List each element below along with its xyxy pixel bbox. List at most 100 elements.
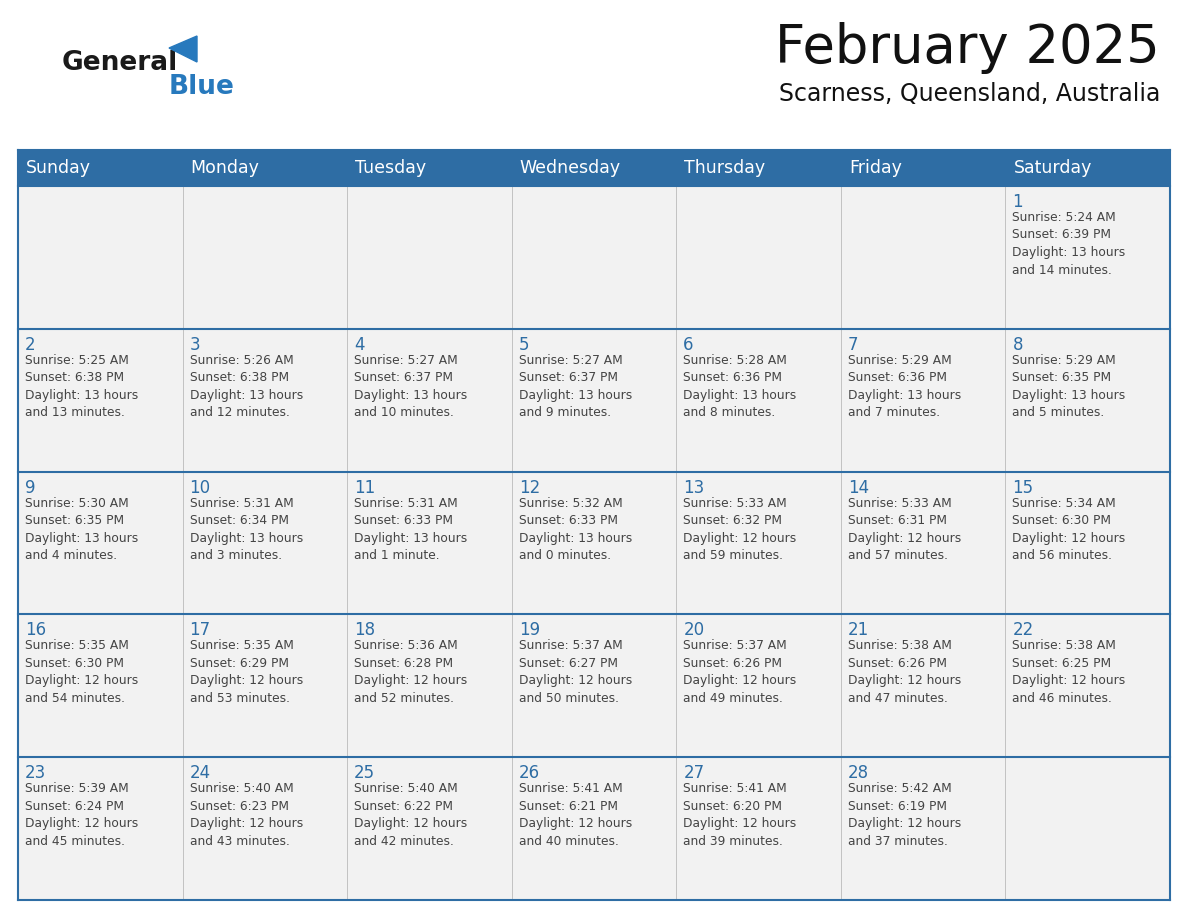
Text: Blue: Blue [169, 74, 235, 100]
Text: 4: 4 [354, 336, 365, 353]
Bar [347, 614, 512, 757]
Text: Sunrise: 5:37 AM
Sunset: 6:27 PM
Daylight: 12 hours
and 50 minutes.: Sunrise: 5:37 AM Sunset: 6:27 PM Dayligh… [519, 640, 632, 705]
Bar [18, 329, 183, 472]
Text: Sunrise: 5:37 AM
Sunset: 6:26 PM
Daylight: 12 hours
and 49 minutes.: Sunrise: 5:37 AM Sunset: 6:26 PM Dayligh… [683, 640, 796, 705]
Text: 17: 17 [190, 621, 210, 640]
Text: Sunrise: 5:36 AM
Sunset: 6:28 PM
Daylight: 12 hours
and 52 minutes.: Sunrise: 5:36 AM Sunset: 6:28 PM Dayligh… [354, 640, 467, 705]
Text: 19: 19 [519, 621, 539, 640]
Text: Sunrise: 5:25 AM
Sunset: 6:38 PM
Daylight: 13 hours
and 13 minutes.: Sunrise: 5:25 AM Sunset: 6:38 PM Dayligh… [25, 353, 138, 420]
Text: Sunrise: 5:31 AM
Sunset: 6:34 PM
Daylight: 13 hours
and 3 minutes.: Sunrise: 5:31 AM Sunset: 6:34 PM Dayligh… [190, 497, 303, 562]
Text: 28: 28 [848, 764, 868, 782]
Text: Sunrise: 5:40 AM
Sunset: 6:22 PM
Daylight: 12 hours
and 42 minutes.: Sunrise: 5:40 AM Sunset: 6:22 PM Dayligh… [354, 782, 467, 847]
Text: 3: 3 [190, 336, 201, 353]
Bar [18, 472, 183, 614]
Text: Sunrise: 5:35 AM
Sunset: 6:30 PM
Daylight: 12 hours
and 54 minutes.: Sunrise: 5:35 AM Sunset: 6:30 PM Dayligh… [25, 640, 138, 705]
Bar [347, 329, 512, 472]
Text: Sunrise: 5:35 AM
Sunset: 6:29 PM
Daylight: 12 hours
and 53 minutes.: Sunrise: 5:35 AM Sunset: 6:29 PM Dayligh… [190, 640, 303, 705]
Bar [841, 614, 1005, 757]
Text: Sunrise: 5:27 AM
Sunset: 6:37 PM
Daylight: 13 hours
and 9 minutes.: Sunrise: 5:27 AM Sunset: 6:37 PM Dayligh… [519, 353, 632, 420]
Bar [841, 329, 1005, 472]
Text: Sunrise: 5:29 AM
Sunset: 6:35 PM
Daylight: 13 hours
and 5 minutes.: Sunrise: 5:29 AM Sunset: 6:35 PM Dayligh… [1012, 353, 1126, 420]
Bar [183, 186, 347, 329]
Text: Sunrise: 5:32 AM
Sunset: 6:33 PM
Daylight: 13 hours
and 0 minutes.: Sunrise: 5:32 AM Sunset: 6:33 PM Dayligh… [519, 497, 632, 562]
Bar [1005, 472, 1170, 614]
Text: 5: 5 [519, 336, 529, 353]
Text: 23: 23 [25, 764, 46, 782]
Text: 26: 26 [519, 764, 539, 782]
Text: 24: 24 [190, 764, 210, 782]
Bar [18, 757, 183, 900]
Text: Saturday: Saturday [1013, 159, 1092, 177]
Text: 2: 2 [25, 336, 36, 353]
Bar [1005, 186, 1170, 329]
Text: Sunrise: 5:30 AM
Sunset: 6:35 PM
Daylight: 13 hours
and 4 minutes.: Sunrise: 5:30 AM Sunset: 6:35 PM Dayligh… [25, 497, 138, 562]
Bar [183, 472, 347, 614]
Text: 20: 20 [683, 621, 704, 640]
Bar [18, 186, 183, 329]
Text: Sunrise: 5:41 AM
Sunset: 6:20 PM
Daylight: 12 hours
and 39 minutes.: Sunrise: 5:41 AM Sunset: 6:20 PM Dayligh… [683, 782, 796, 847]
Bar [676, 472, 841, 614]
Text: Sunrise: 5:24 AM
Sunset: 6:39 PM
Daylight: 13 hours
and 14 minutes.: Sunrise: 5:24 AM Sunset: 6:39 PM Dayligh… [1012, 211, 1126, 276]
Text: Sunrise: 5:33 AM
Sunset: 6:32 PM
Daylight: 12 hours
and 59 minutes.: Sunrise: 5:33 AM Sunset: 6:32 PM Dayligh… [683, 497, 796, 562]
Text: Sunrise: 5:41 AM
Sunset: 6:21 PM
Daylight: 12 hours
and 40 minutes.: Sunrise: 5:41 AM Sunset: 6:21 PM Dayligh… [519, 782, 632, 847]
Text: Sunrise: 5:27 AM
Sunset: 6:37 PM
Daylight: 13 hours
and 10 minutes.: Sunrise: 5:27 AM Sunset: 6:37 PM Dayligh… [354, 353, 467, 420]
Bar [512, 186, 676, 329]
Text: 21: 21 [848, 621, 870, 640]
Text: Tuesday: Tuesday [355, 159, 426, 177]
Bar [18, 150, 1170, 186]
Bar [347, 472, 512, 614]
Text: 10: 10 [190, 478, 210, 497]
Text: 16: 16 [25, 621, 46, 640]
Bar [347, 757, 512, 900]
Bar [841, 186, 1005, 329]
Bar [512, 472, 676, 614]
Text: 1: 1 [1012, 193, 1023, 211]
Text: Sunrise: 5:26 AM
Sunset: 6:38 PM
Daylight: 13 hours
and 12 minutes.: Sunrise: 5:26 AM Sunset: 6:38 PM Dayligh… [190, 353, 303, 420]
Bar [841, 472, 1005, 614]
Text: Thursday: Thursday [684, 159, 765, 177]
Text: 18: 18 [354, 621, 375, 640]
Bar [512, 329, 676, 472]
Bar [841, 757, 1005, 900]
Text: Sunrise: 5:40 AM
Sunset: 6:23 PM
Daylight: 12 hours
and 43 minutes.: Sunrise: 5:40 AM Sunset: 6:23 PM Dayligh… [190, 782, 303, 847]
Bar [676, 614, 841, 757]
Bar [347, 186, 512, 329]
Bar [676, 186, 841, 329]
Text: General: General [62, 50, 178, 76]
Bar [512, 614, 676, 757]
Text: 14: 14 [848, 478, 868, 497]
Bar [676, 329, 841, 472]
Bar [512, 757, 676, 900]
Bar [183, 614, 347, 757]
Text: Sunrise: 5:38 AM
Sunset: 6:25 PM
Daylight: 12 hours
and 46 minutes.: Sunrise: 5:38 AM Sunset: 6:25 PM Dayligh… [1012, 640, 1126, 705]
Text: Sunrise: 5:42 AM
Sunset: 6:19 PM
Daylight: 12 hours
and 37 minutes.: Sunrise: 5:42 AM Sunset: 6:19 PM Dayligh… [848, 782, 961, 847]
Bar [1005, 329, 1170, 472]
Text: 25: 25 [354, 764, 375, 782]
Text: Sunrise: 5:33 AM
Sunset: 6:31 PM
Daylight: 12 hours
and 57 minutes.: Sunrise: 5:33 AM Sunset: 6:31 PM Dayligh… [848, 497, 961, 562]
Text: 15: 15 [1012, 478, 1034, 497]
Text: Sunrise: 5:28 AM
Sunset: 6:36 PM
Daylight: 13 hours
and 8 minutes.: Sunrise: 5:28 AM Sunset: 6:36 PM Dayligh… [683, 353, 796, 420]
Bar [183, 329, 347, 472]
Bar [1005, 757, 1170, 900]
Text: Sunrise: 5:39 AM
Sunset: 6:24 PM
Daylight: 12 hours
and 45 minutes.: Sunrise: 5:39 AM Sunset: 6:24 PM Dayligh… [25, 782, 138, 847]
Text: 8: 8 [1012, 336, 1023, 353]
Text: Scarness, Queensland, Australia: Scarness, Queensland, Australia [778, 82, 1159, 106]
Text: 11: 11 [354, 478, 375, 497]
Text: 7: 7 [848, 336, 859, 353]
Text: Wednesday: Wednesday [519, 159, 621, 177]
Bar [183, 757, 347, 900]
Text: Sunrise: 5:29 AM
Sunset: 6:36 PM
Daylight: 13 hours
and 7 minutes.: Sunrise: 5:29 AM Sunset: 6:36 PM Dayligh… [848, 353, 961, 420]
Text: Friday: Friday [849, 159, 902, 177]
Bar [1005, 614, 1170, 757]
Bar [676, 757, 841, 900]
Text: Monday: Monday [190, 159, 259, 177]
Text: 22: 22 [1012, 621, 1034, 640]
Text: 6: 6 [683, 336, 694, 353]
Text: 9: 9 [25, 478, 36, 497]
Text: Sunrise: 5:31 AM
Sunset: 6:33 PM
Daylight: 13 hours
and 1 minute.: Sunrise: 5:31 AM Sunset: 6:33 PM Dayligh… [354, 497, 467, 562]
Text: February 2025: February 2025 [776, 22, 1159, 74]
Text: 13: 13 [683, 478, 704, 497]
Polygon shape [169, 36, 197, 62]
Text: Sunrise: 5:34 AM
Sunset: 6:30 PM
Daylight: 12 hours
and 56 minutes.: Sunrise: 5:34 AM Sunset: 6:30 PM Dayligh… [1012, 497, 1126, 562]
Text: 27: 27 [683, 764, 704, 782]
